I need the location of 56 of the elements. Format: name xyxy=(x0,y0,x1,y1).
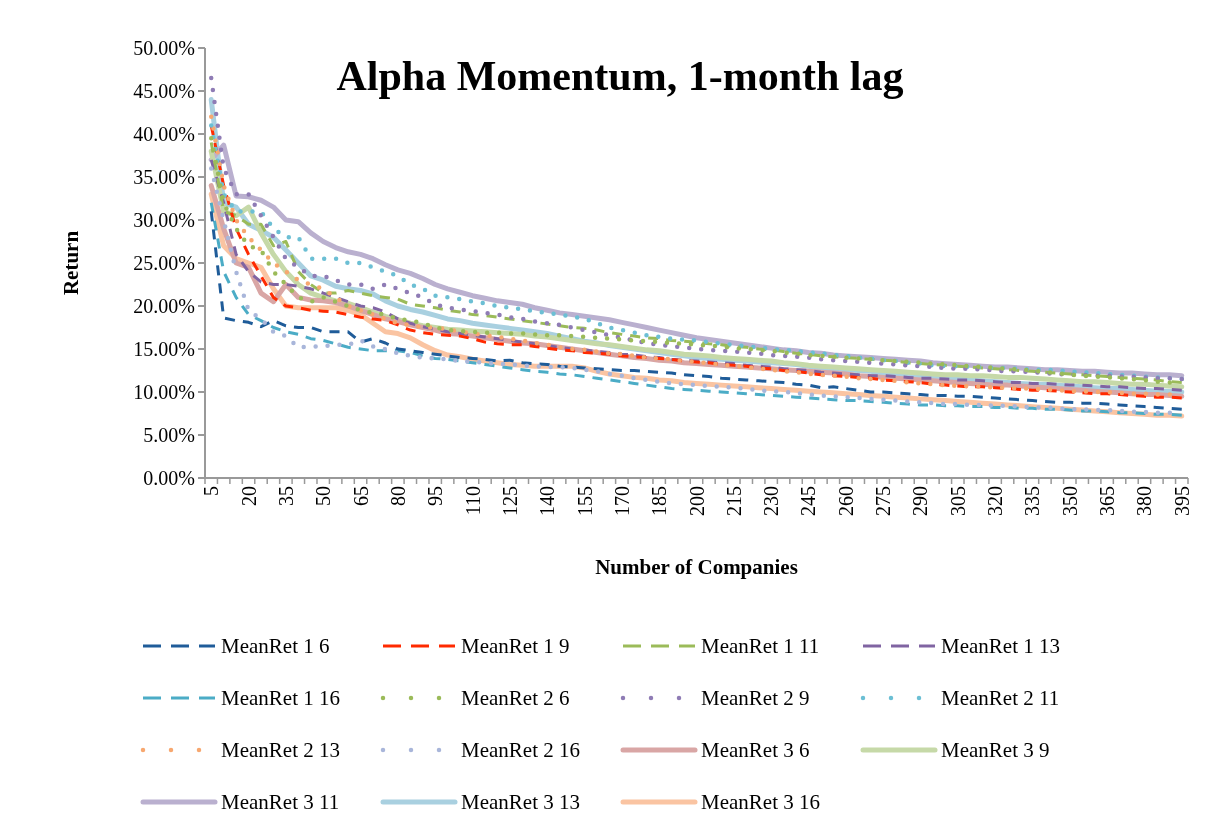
chart-title: Alpha Momentum, 1-month lag xyxy=(336,53,904,99)
x-tick-label: 305 xyxy=(946,486,969,516)
legend-label: MeanRet 1 11 xyxy=(701,634,820,659)
x-tick-label: 290 xyxy=(909,486,932,516)
y-tick-label: 0.00% xyxy=(143,467,195,489)
x-tick-label: 185 xyxy=(648,486,671,516)
y-tick-label: 20.00% xyxy=(133,295,195,317)
legend-label: MeanRet 3 6 xyxy=(701,738,810,763)
x-tick-label: 365 xyxy=(1096,486,1119,516)
y-tick-label: 10.00% xyxy=(133,381,195,403)
y-tick-label: 45.00% xyxy=(133,80,195,102)
x-tick-label: 155 xyxy=(573,486,596,516)
x-tick-label: 350 xyxy=(1058,486,1081,516)
legend-label: MeanRet 1 16 xyxy=(221,686,340,711)
x-tick-label: 65 xyxy=(349,486,372,506)
x-tick-label: 335 xyxy=(1021,486,1044,516)
x-tick-label: 80 xyxy=(386,486,409,506)
legend-label: MeanRet 3 11 xyxy=(221,790,340,815)
x-tick-label: 395 xyxy=(1170,486,1193,516)
x-tick-label: 200 xyxy=(685,486,708,516)
legend-label: MeanRet 2 16 xyxy=(461,738,580,763)
y-tick-label: 5.00% xyxy=(143,424,195,446)
x-tick-label: 125 xyxy=(498,486,521,516)
legend-label: MeanRet 2 6 xyxy=(461,686,570,711)
x-tick-label: 110 xyxy=(461,486,484,516)
x-tick-label: 5 xyxy=(200,486,223,496)
legend-label: MeanRet 3 9 xyxy=(941,738,1050,763)
y-tick-label: 30.00% xyxy=(133,209,195,231)
x-tick-label: 170 xyxy=(610,486,633,516)
legend-label: MeanRet 2 11 xyxy=(941,686,1060,711)
legend-label: MeanRet 1 13 xyxy=(941,634,1060,659)
x-tick-label: 20 xyxy=(237,486,260,506)
x-tick-label: 230 xyxy=(760,486,783,516)
legend-label: MeanRet 1 9 xyxy=(461,634,570,659)
x-tick-label: 320 xyxy=(984,486,1007,516)
legend-label: MeanRet 3 16 xyxy=(701,790,820,815)
legend-label: MeanRet 2 9 xyxy=(701,686,810,711)
x-axis-title: Number of Companies xyxy=(595,555,798,579)
x-tick-label: 245 xyxy=(797,486,820,516)
x-tick-label: 215 xyxy=(722,486,745,516)
y-tick-label: 25.00% xyxy=(133,252,195,274)
x-tick-label: 50 xyxy=(312,486,335,506)
y-tick-label: 35.00% xyxy=(133,166,195,188)
legend-label: MeanRet 2 13 xyxy=(221,738,340,763)
y-tick-label: 50.00% xyxy=(133,37,195,59)
legend-label: MeanRet 1 6 xyxy=(221,634,330,659)
x-tick-label: 35 xyxy=(274,486,297,506)
y-tick-label: 40.00% xyxy=(133,123,195,145)
y-tick-label: 15.00% xyxy=(133,338,195,360)
x-tick-label: 95 xyxy=(424,486,447,506)
x-tick-label: 140 xyxy=(536,486,559,516)
y-axis-title: Return xyxy=(59,230,83,296)
x-tick-label: 380 xyxy=(1133,486,1156,516)
x-tick-label: 260 xyxy=(834,486,857,516)
x-tick-label: 275 xyxy=(872,486,895,516)
legend-label: MeanRet 3 13 xyxy=(461,790,580,815)
